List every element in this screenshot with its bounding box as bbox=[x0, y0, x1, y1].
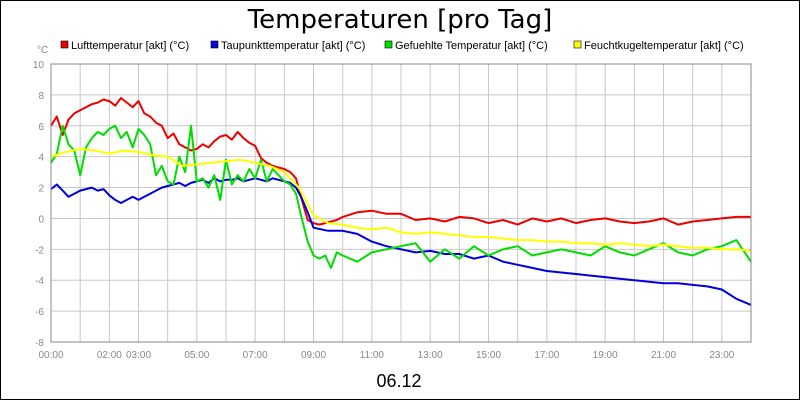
legend-label-1: Lufttemperatur [akt] (°C) bbox=[71, 40, 189, 52]
x-tick-label: 11:00 bbox=[360, 350, 385, 361]
series-line-1 bbox=[50, 97, 751, 226]
grid bbox=[50, 63, 752, 343]
x-tick-label: 19:00 bbox=[593, 350, 618, 361]
x-tick-label: 02:00 bbox=[97, 350, 122, 361]
y-tick-label: -4 bbox=[35, 276, 44, 287]
legend-label-3: Gefuehlte Temperatur [akt] (°C) bbox=[395, 40, 548, 52]
x-tick-label: 00:00 bbox=[38, 350, 63, 361]
date-label: 06.12 bbox=[376, 371, 421, 391]
x-tick-label: 03:00 bbox=[126, 350, 151, 361]
legend-swatch-3 bbox=[384, 40, 393, 49]
y-tick-label: 6 bbox=[38, 122, 44, 133]
legend-swatch-4 bbox=[573, 40, 582, 49]
y-tick-label: 8 bbox=[38, 91, 44, 102]
y-axis-ticks: -8 -6 -4 -2 0 2 4 6 8 10 bbox=[33, 60, 45, 349]
plot-border bbox=[50, 63, 752, 343]
x-tick-label: 07:00 bbox=[243, 350, 268, 361]
x-tick-label: 09:00 bbox=[301, 350, 326, 361]
legend-swatch-2 bbox=[210, 40, 219, 49]
y-tick-label: 4 bbox=[38, 153, 44, 164]
x-tick-label: 13:00 bbox=[418, 350, 443, 361]
legend-label-2: Taupunkttemperatur [akt] (°C) bbox=[221, 40, 365, 52]
y-tick-label: 10 bbox=[33, 60, 45, 71]
x-tick-label: 17:00 bbox=[534, 350, 559, 361]
y-tick-label: -8 bbox=[35, 338, 44, 349]
x-tick-label: 21:00 bbox=[651, 350, 676, 361]
chart-title: Temperaturen [pro Tag] bbox=[247, 5, 553, 35]
legend-label-4: Feuchtkugeltemperatur [akt] (°C) bbox=[584, 40, 744, 52]
y-tick-label: -6 bbox=[35, 307, 44, 318]
series-line-4 bbox=[50, 147, 752, 252]
x-axis-ticks: 00:00 02:00 03:00 05:00 07:00 09:00 11:00 13:00… bbox=[38, 350, 734, 361]
x-tick-label: 05:00 bbox=[184, 350, 209, 361]
y-tick-label: 2 bbox=[38, 184, 44, 195]
y-axis-unit: °C bbox=[37, 45, 48, 56]
plot-area bbox=[50, 63, 752, 343]
legend: Lufttemperatur [akt] (°C) Taupunkttempera… bbox=[60, 40, 744, 52]
legend-swatch-1 bbox=[60, 40, 69, 49]
series-line-3 bbox=[50, 124, 752, 269]
series-line-2 bbox=[50, 177, 752, 306]
x-tick-label: 15:00 bbox=[476, 350, 501, 361]
x-tick-label: 23:00 bbox=[709, 350, 734, 361]
y-tick-label: -2 bbox=[35, 245, 44, 256]
y-tick-label: 0 bbox=[38, 214, 44, 225]
